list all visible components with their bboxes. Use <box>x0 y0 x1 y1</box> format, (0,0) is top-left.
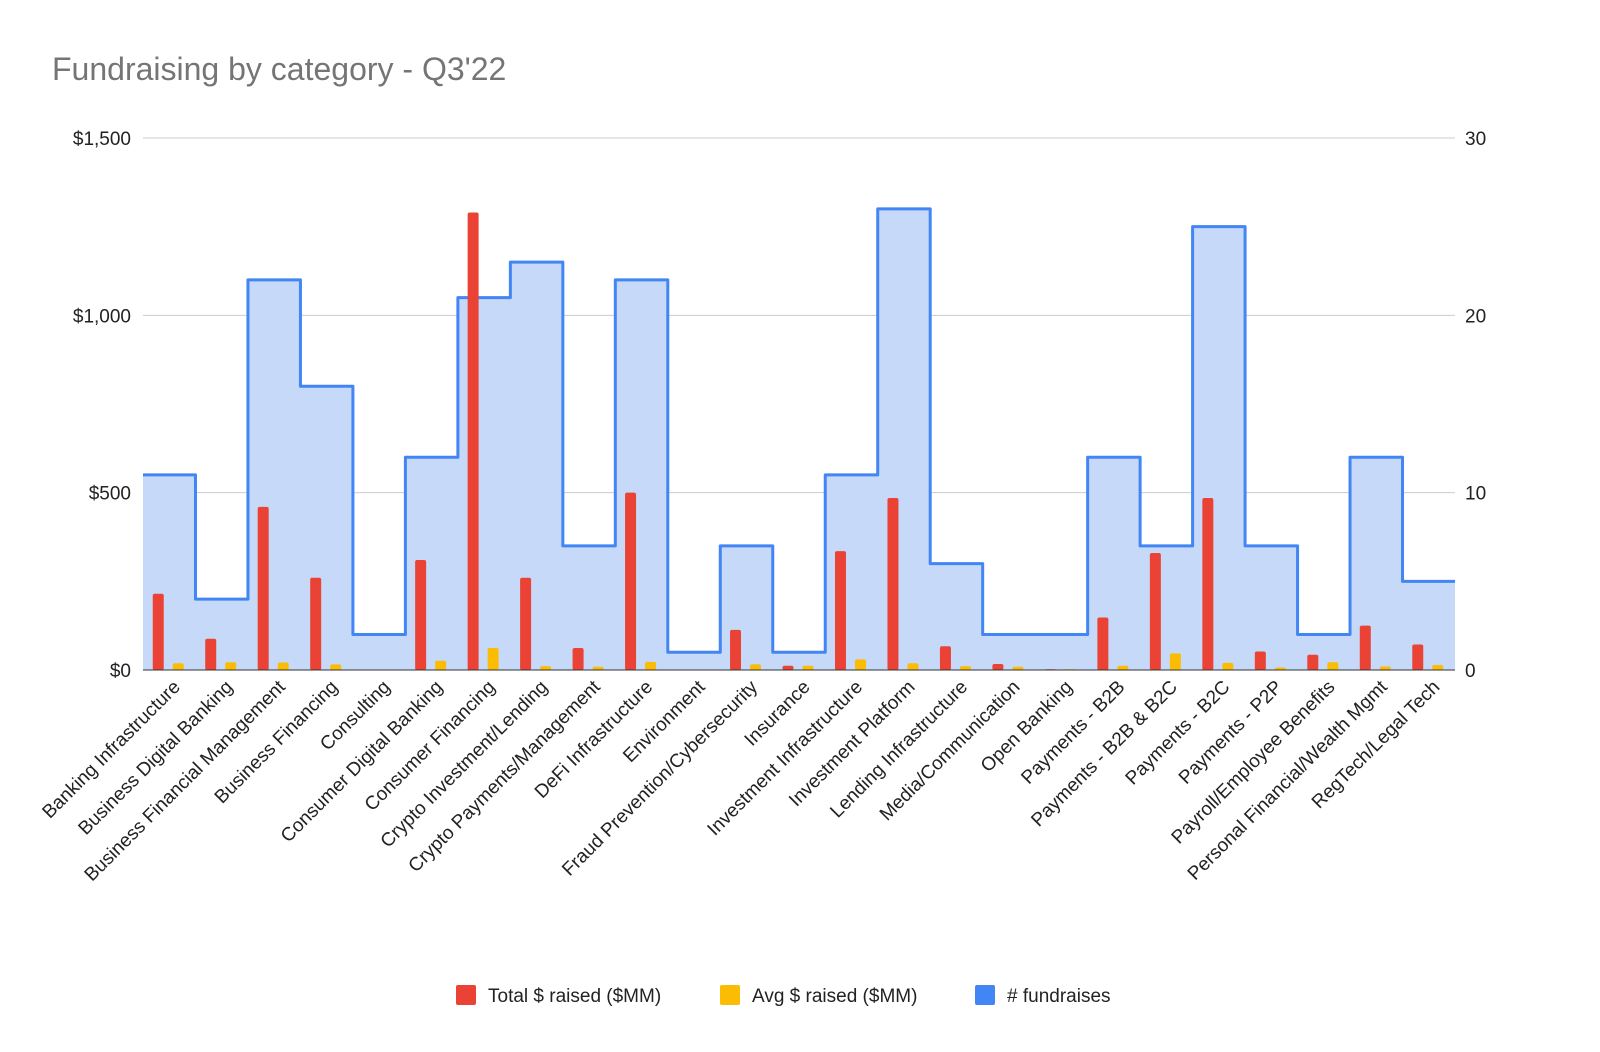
avg-raised-bar <box>225 662 237 670</box>
y-left-tick-label: $500 <box>89 484 131 505</box>
avg-raised-bar <box>645 661 657 670</box>
avg-raised-bar <box>172 663 184 670</box>
avg-raised-bar <box>1117 665 1129 670</box>
avg-raised-bar <box>1169 653 1181 670</box>
total-raised-bar <box>782 665 794 670</box>
avg-raised-bar <box>1222 662 1234 670</box>
total-raised-bar <box>152 593 164 670</box>
total-raised-bar <box>1202 497 1214 670</box>
total-raised-bar <box>1412 644 1424 670</box>
avg-raised-bar <box>802 665 814 670</box>
legend-label: Total $ raised ($MM) <box>488 986 661 1007</box>
total-raised-bar <box>834 551 846 670</box>
avg-raised-bar <box>487 648 499 670</box>
total-raised-bar <box>257 506 269 670</box>
legend-swatch <box>975 985 995 1005</box>
y-right-tick-label: 10 <box>1465 484 1486 505</box>
avg-raised-bar <box>540 666 552 670</box>
fundraises-area-fill <box>143 208 1455 670</box>
avg-raised-bar <box>277 662 289 670</box>
avg-raised-bar <box>1012 666 1024 670</box>
category-label: Crypto Payments/Management <box>405 676 606 877</box>
bars <box>152 212 1444 671</box>
axes: $0 $500 $1,000 $1,500 0 10 20 30 <box>73 129 1486 682</box>
avg-raised-bar <box>907 663 919 670</box>
total-raised-bar <box>1359 625 1371 670</box>
avg-raised-bar <box>1432 665 1444 670</box>
total-raised-bar <box>1149 552 1161 670</box>
total-raised-bar <box>467 212 479 671</box>
total-raised-bar <box>520 577 532 670</box>
y-right-tick-label: 30 <box>1465 129 1486 150</box>
avg-raised-bar <box>1379 666 1391 670</box>
chart-title: Fundraising by category - Q3'22 <box>52 51 506 87</box>
total-raised-bar <box>1307 654 1319 670</box>
category-label: Open Banking <box>977 677 1077 777</box>
avg-raised-bar <box>750 664 762 670</box>
fundraises-area <box>143 207 1455 670</box>
avg-raised-bar <box>592 666 604 670</box>
total-raised-bar <box>205 638 217 670</box>
y-left-tick-label: $0 <box>110 661 131 682</box>
total-raised-bar <box>1097 617 1109 670</box>
legend-label: Avg $ raised ($MM) <box>752 986 917 1007</box>
avg-raised-bar <box>1274 667 1286 670</box>
y-right-tick-label: 20 <box>1465 306 1486 327</box>
legend: Total $ raised ($MM) Avg $ raised ($MM) # … <box>456 985 1111 1007</box>
avg-raised-bar <box>435 660 447 670</box>
total-raised-bar <box>572 648 584 670</box>
total-raised-bar <box>1254 651 1266 670</box>
total-raised-bar <box>730 629 742 670</box>
y-left-tick-label: $1,000 <box>73 306 131 327</box>
y-right-tick-label: 0 <box>1465 661 1476 682</box>
total-raised-bar <box>310 577 322 670</box>
fundraises-step-line <box>143 207 1455 654</box>
avg-raised-bar <box>1327 662 1339 670</box>
legend-swatch <box>456 985 476 1005</box>
y-left-tick-label: $1,500 <box>73 129 131 150</box>
total-raised-bar <box>992 663 1004 670</box>
total-raised-bar <box>625 492 637 670</box>
total-raised-bar <box>887 497 899 670</box>
avg-raised-bar <box>959 666 971 670</box>
total-raised-bar <box>415 560 427 670</box>
category-label: Business Financial Management <box>81 676 291 886</box>
total-raised-bar <box>939 646 951 670</box>
legend-label: # fundraises <box>1007 986 1111 1007</box>
legend-swatch <box>720 985 740 1005</box>
avg-raised-bar <box>330 664 342 670</box>
avg-raised-bar <box>854 659 866 670</box>
